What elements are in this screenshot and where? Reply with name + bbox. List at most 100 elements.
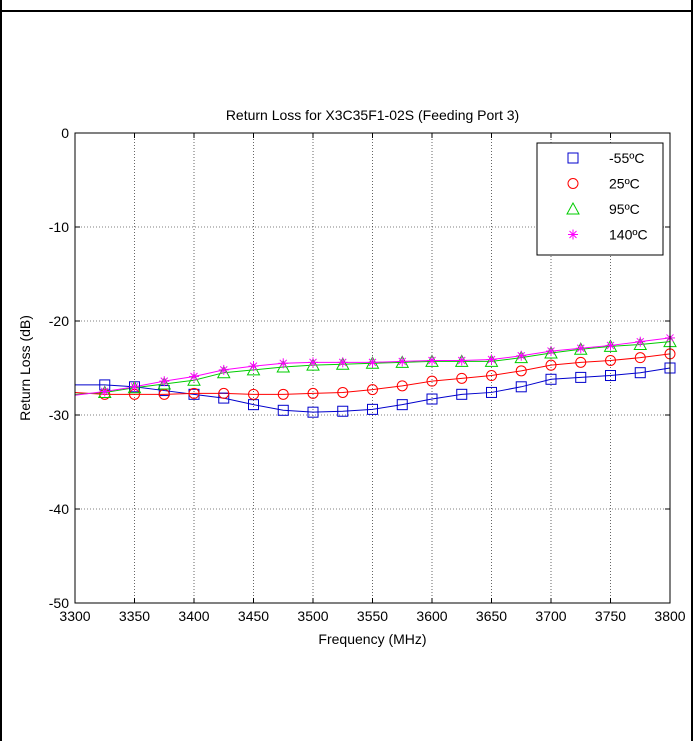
star-stroke [368, 358, 377, 367]
x-tick-label: 3500 [297, 608, 328, 624]
data-point-1 [605, 354, 616, 366]
data-point-0 [426, 393, 438, 405]
star-stroke [428, 356, 436, 365]
data-point-0 [605, 370, 616, 382]
series-line-0 [75, 367, 671, 413]
x-tick-label: 3400 [178, 608, 209, 624]
data-point-1 [426, 375, 438, 387]
chart-title: Return Loss for X3C35F1-02S (Feeding Por… [226, 107, 519, 123]
star-stroke [160, 377, 169, 386]
data-point-0 [575, 371, 587, 383]
data-point-1 [218, 387, 230, 399]
x-axis-label: Frequency (MHz) [318, 631, 426, 647]
star-stroke [309, 358, 317, 367]
data-point-1 [337, 386, 349, 398]
x-tick-label: 3650 [476, 608, 507, 624]
data-point-3 [367, 357, 378, 368]
data-point-3 [546, 346, 556, 357]
legend-marker-1 [567, 178, 579, 189]
y-tick-label: -20 [49, 313, 69, 329]
star-stroke [398, 357, 407, 366]
y-tick-label: -50 [49, 595, 69, 611]
y-axis-label: Return Loss (dB) [17, 315, 33, 421]
series-markers [97, 332, 677, 418]
data-point-1 [367, 384, 378, 396]
data-point-0 [634, 367, 646, 379]
star-stroke [219, 366, 228, 374]
data-point-3 [278, 358, 289, 369]
data-point-0 [277, 404, 289, 416]
data-point-1 [575, 356, 587, 368]
data-point-3 [516, 350, 527, 361]
legend-label-0: -55ºC [609, 150, 644, 166]
data-point-3 [337, 357, 348, 368]
frame-top-border [0, 10, 693, 12]
data-point-3 [456, 355, 467, 366]
axis-ticks: 3300 3350 3400 3450 3500 3550 3600 3650 3700 3750… [49, 125, 686, 624]
star-stroke [190, 372, 198, 381]
data-point-0 [545, 373, 557, 385]
data-point-1 [188, 387, 200, 399]
data-point-0 [337, 405, 349, 417]
data-point-3 [308, 357, 318, 368]
data-point-3 [427, 355, 437, 366]
star-stroke [636, 337, 645, 346]
data-point-1 [456, 372, 468, 384]
frame-left-border [0, 0, 2, 741]
legend-box [536, 142, 664, 256]
star-stroke [487, 355, 496, 364]
data-point-3 [189, 371, 199, 382]
data-point-0 [515, 381, 527, 393]
data-point-1 [634, 352, 646, 364]
star-stroke [100, 387, 109, 396]
data-point-1 [396, 380, 408, 392]
star-stroke [279, 359, 288, 368]
data-point-0 [218, 392, 230, 404]
data-point-1 [307, 387, 319, 399]
data-point-3 [486, 354, 497, 365]
data-point-0 [486, 386, 497, 398]
data-point-3 [159, 376, 170, 387]
legend-marker-3 [568, 229, 578, 240]
legend-label-3: 140ºC [609, 227, 648, 243]
legend: -55ºC 25ºC 95ºC 140ºC [536, 142, 664, 256]
x-tick-label: 3300 [59, 608, 90, 624]
star-stroke [457, 356, 466, 365]
x-tick-label: 3450 [238, 608, 269, 624]
x-tick-label: 3350 [119, 608, 150, 624]
data-point-3 [99, 386, 110, 397]
grid [75, 133, 670, 603]
data-point-1 [486, 370, 497, 382]
star-stroke [606, 341, 615, 350]
legend-marker-0 [567, 152, 579, 164]
star-stroke [517, 351, 526, 360]
data-point-3 [605, 340, 616, 351]
data-point-0 [307, 406, 319, 418]
data-point-3 [248, 361, 259, 372]
star-stroke [338, 358, 347, 367]
star-stroke [547, 347, 555, 355]
data-point-3 [635, 336, 646, 347]
data-point-3 [575, 343, 586, 354]
y-tick-label: -10 [49, 219, 69, 235]
data-point-2 [514, 350, 529, 364]
data-point-3 [218, 364, 229, 375]
x-tick-label: 3800 [654, 608, 685, 624]
legend-label-1: 25ºC [609, 176, 640, 192]
x-tick-label: 3600 [416, 608, 447, 624]
data-point-0 [456, 388, 468, 400]
frame-right-border [691, 0, 693, 741]
legend-marker-2 [566, 201, 580, 215]
data-point-2 [544, 345, 558, 359]
data-point-3 [397, 356, 408, 367]
data-point-0 [367, 403, 378, 415]
x-tick-label: 3550 [357, 608, 388, 624]
y-tick-label: 0 [61, 125, 69, 141]
star-stroke [130, 382, 139, 391]
legend-label-2: 95ºC [609, 201, 640, 217]
data-point-1 [248, 388, 259, 400]
data-point-1 [545, 359, 557, 371]
data-point-3 [129, 381, 140, 392]
